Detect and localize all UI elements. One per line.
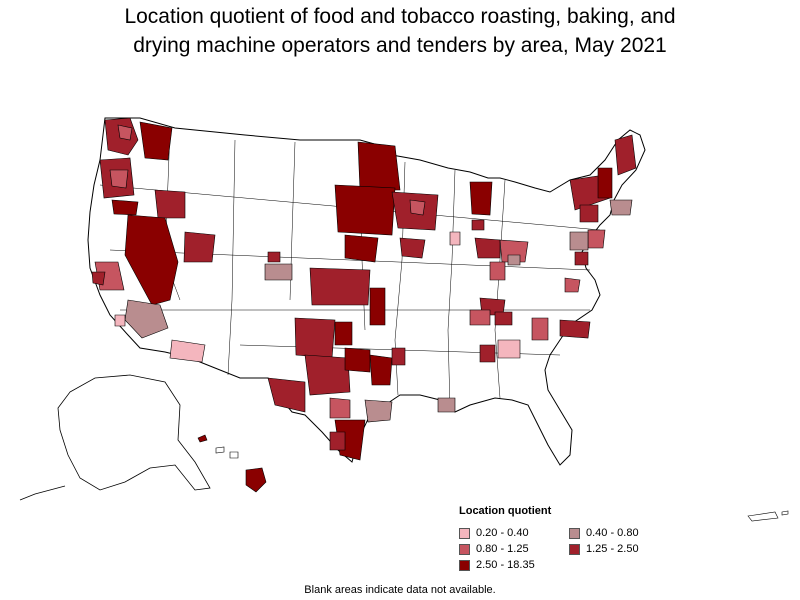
area-north-dakota <box>357 141 401 191</box>
legend-swatch <box>459 527 470 539</box>
legend-title: Location quotient <box>459 505 552 517</box>
area-southern-ny <box>579 204 599 223</box>
legend-label: 0.80 - 1.25 <box>476 543 529 555</box>
area-north-carolina <box>559 319 591 339</box>
legend-item-0-20-0-40: 0.20 - 0.40 <box>459 526 569 540</box>
puerto-rico <box>747 510 789 522</box>
area-texas-coast-2 <box>329 431 346 451</box>
area-tennessee-east <box>494 311 513 326</box>
legend-item-1-25-2-50: 1.25 - 2.50 <box>569 542 689 556</box>
area-texas-panhandle <box>294 317 336 359</box>
area-san-diego <box>114 314 126 327</box>
area-maryland <box>574 251 589 266</box>
shaded-areas <box>91 117 637 461</box>
area-alabama <box>497 339 521 359</box>
area-arkansas <box>391 347 406 366</box>
area-new-england-south <box>609 199 633 216</box>
area-nevada <box>124 214 179 306</box>
legend-label: 0.20 - 0.40 <box>476 527 529 539</box>
area-new-york-city <box>587 229 606 249</box>
area-new-hampshire-maine <box>614 134 637 176</box>
map-legend: Location quotient 0.20 - 0.40 0.40 - 0.8… <box>459 505 699 572</box>
area-oregon-central <box>109 169 129 189</box>
area-oklahoma <box>334 321 353 346</box>
area-east-texas <box>369 354 393 386</box>
legend-swatch <box>459 543 470 555</box>
data-availability-note: Blank areas indicate data not available. <box>304 584 496 596</box>
legend-label: 2.50 - 18.35 <box>476 559 535 571</box>
legend-item-0-80-1-25: 0.80 - 1.25 <box>459 542 569 556</box>
area-northern-utah <box>183 231 216 263</box>
area-dallas <box>344 347 371 373</box>
area-south-dakota <box>344 234 379 263</box>
map-title: Location quotient of food and tobacco ro… <box>0 2 800 60</box>
legend-label: 0.40 - 0.80 <box>586 527 639 539</box>
area-louisiana <box>437 397 456 413</box>
map-title-line-2: drying machine operators and tenders by … <box>133 34 667 57</box>
map-title-line-1: Location quotient of food and tobacco ro… <box>124 5 676 28</box>
area-central-texas <box>304 354 351 396</box>
area-southern-arizona <box>169 339 206 363</box>
area-utah-metro <box>267 251 281 263</box>
area-iowa <box>399 237 426 259</box>
legend-swatch <box>459 559 470 571</box>
area-tennessee <box>469 309 491 326</box>
area-michigan-south <box>471 219 485 231</box>
area-kansas <box>309 267 371 306</box>
area-vermont <box>597 167 613 199</box>
area-nc-piedmont <box>531 317 549 341</box>
area-indiana <box>474 237 501 259</box>
area-chicago <box>449 231 461 246</box>
area-kansas-east <box>369 287 386 326</box>
area-colorado <box>264 263 293 281</box>
area-eastern-washington <box>139 121 173 161</box>
alaska-islands <box>19 485 66 501</box>
alaska-outline <box>57 374 211 491</box>
area-texas-hill <box>329 397 351 419</box>
area-mississippi <box>479 344 496 363</box>
legend-label: 1.25 - 2.50 <box>586 543 639 555</box>
area-pennsylvania-east <box>569 231 589 251</box>
legend-entries: 0.20 - 0.40 0.40 - 0.80 0.80 - 1.25 1.25… <box>459 526 699 572</box>
area-southern-idaho <box>154 189 186 219</box>
legend-swatch <box>569 527 580 539</box>
area-west-texas <box>267 377 306 413</box>
hawaii <box>197 434 267 493</box>
area-oregon-east <box>111 199 139 216</box>
area-minnesota <box>334 184 396 236</box>
area-inland-california <box>124 299 169 339</box>
area-virginia <box>564 277 581 293</box>
legend-swatch <box>569 543 580 555</box>
area-michigan <box>469 181 493 216</box>
area-ohio-south <box>489 261 506 281</box>
area-pennsylvania-west <box>507 254 521 266</box>
legend-item-0-40-0-80: 0.40 - 0.80 <box>569 526 689 540</box>
area-wisconsin-metro <box>409 199 426 216</box>
area-houston <box>364 399 393 423</box>
area-ohio <box>499 239 529 263</box>
legend-item-2-50-18-35: 2.50 - 18.35 <box>459 558 569 572</box>
area-seattle <box>117 124 133 141</box>
area-california-bay <box>91 271 106 286</box>
